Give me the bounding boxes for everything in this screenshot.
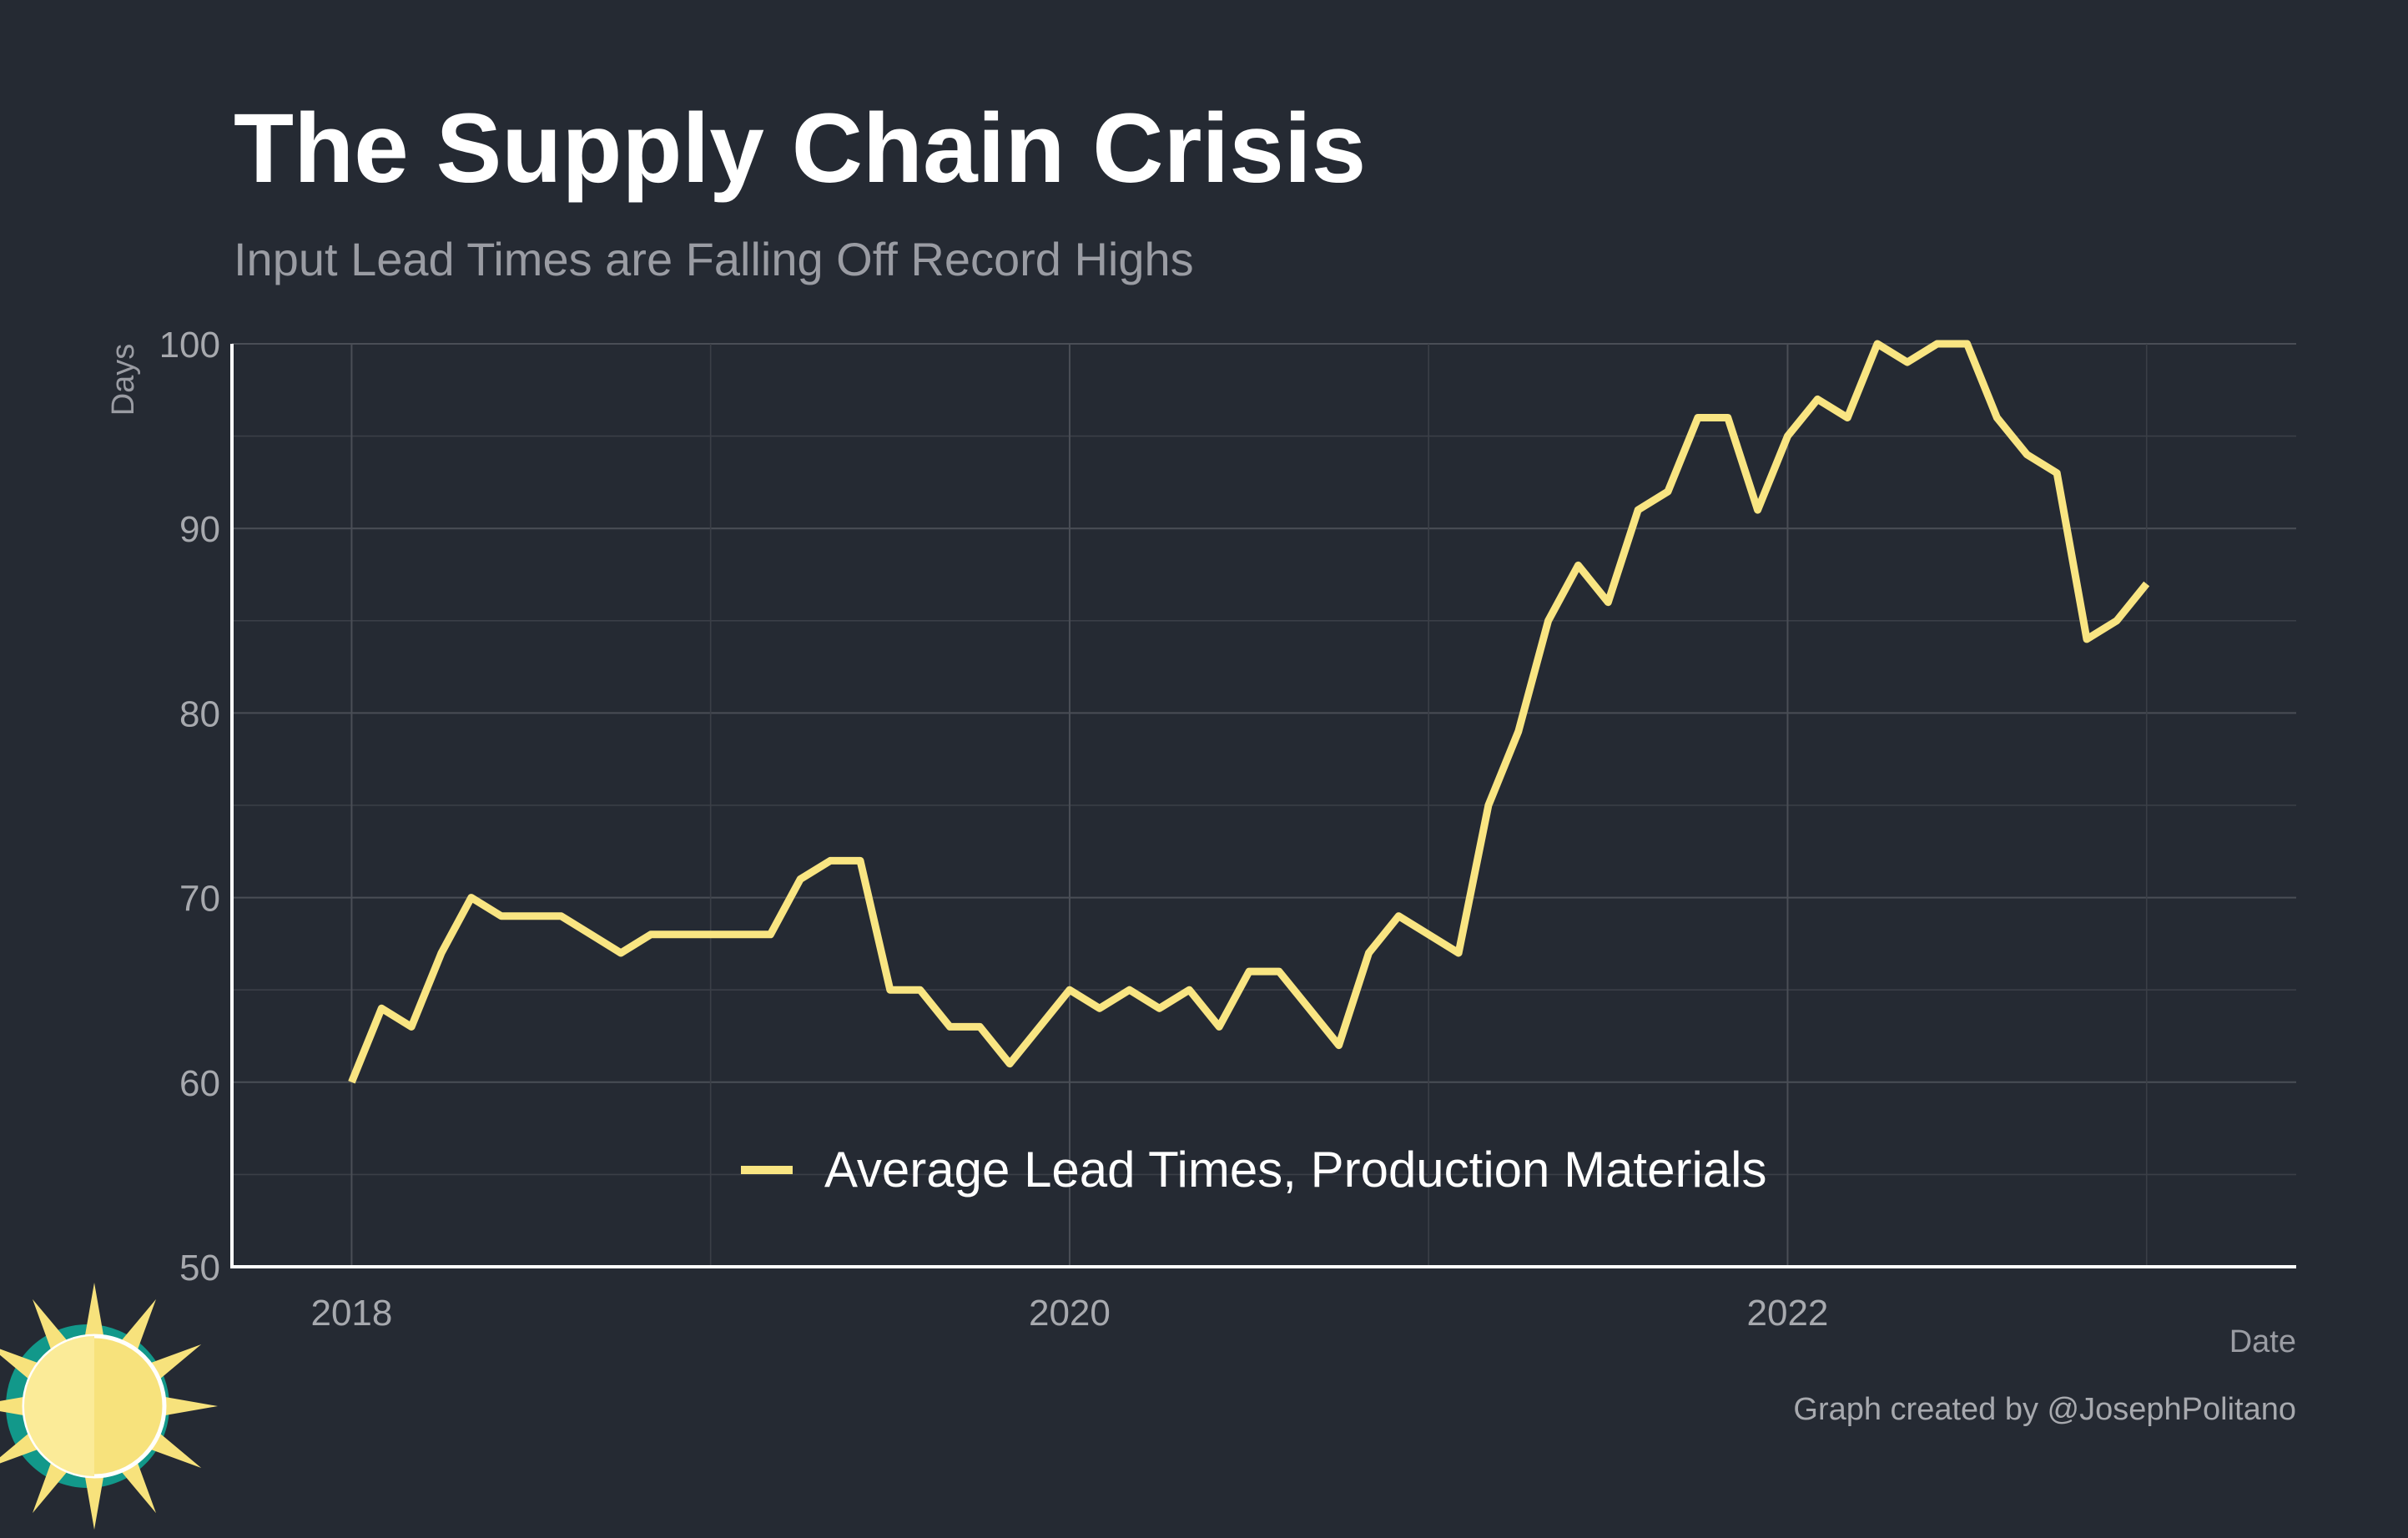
chart-caption: Graph created by @JosephPolitano — [1793, 1392, 2296, 1427]
sun-ray — [117, 1298, 156, 1356]
sun-ray — [159, 1395, 218, 1417]
sun-ray — [33, 1456, 72, 1514]
chart-subtitle: Input Lead Times are Falling Off Record … — [234, 233, 1194, 285]
y-tick-label: 80 — [179, 693, 220, 734]
y-tick-label: 100 — [159, 325, 220, 366]
legend-label: Average Lead Times, Production Materials — [824, 1142, 1766, 1198]
tick-labels: 50 60 70 80 90 100 2018 2020 2022 — [159, 325, 1829, 1334]
x-axis-title: Date — [2229, 1324, 2296, 1359]
x-tick-label: 2018 — [310, 1293, 392, 1334]
sun-ray — [33, 1298, 72, 1356]
sun-ray — [83, 1470, 105, 1530]
chart-title: The Supply Chain Crisis — [234, 93, 1366, 204]
series-line — [348, 340, 2150, 1084]
sun-logo-icon — [0, 1283, 218, 1530]
legend: Average Lead Times, Production Materials — [741, 1142, 1766, 1198]
x-tick-label: 2020 — [1029, 1293, 1111, 1334]
y-tick-label: 50 — [179, 1248, 220, 1288]
series-layer — [348, 340, 2150, 1084]
sun-ray — [144, 1344, 202, 1384]
sun-ray — [117, 1456, 156, 1514]
y-tick-label: 60 — [179, 1063, 220, 1104]
sun-ray — [83, 1283, 105, 1342]
x-tick-label: 2022 — [1747, 1293, 1829, 1334]
sun-ray — [144, 1429, 202, 1468]
y-tick-label: 70 — [179, 879, 220, 920]
y-tick-label: 90 — [179, 509, 220, 550]
y-axis-title: Days — [106, 344, 141, 416]
axes — [230, 344, 2296, 1268]
